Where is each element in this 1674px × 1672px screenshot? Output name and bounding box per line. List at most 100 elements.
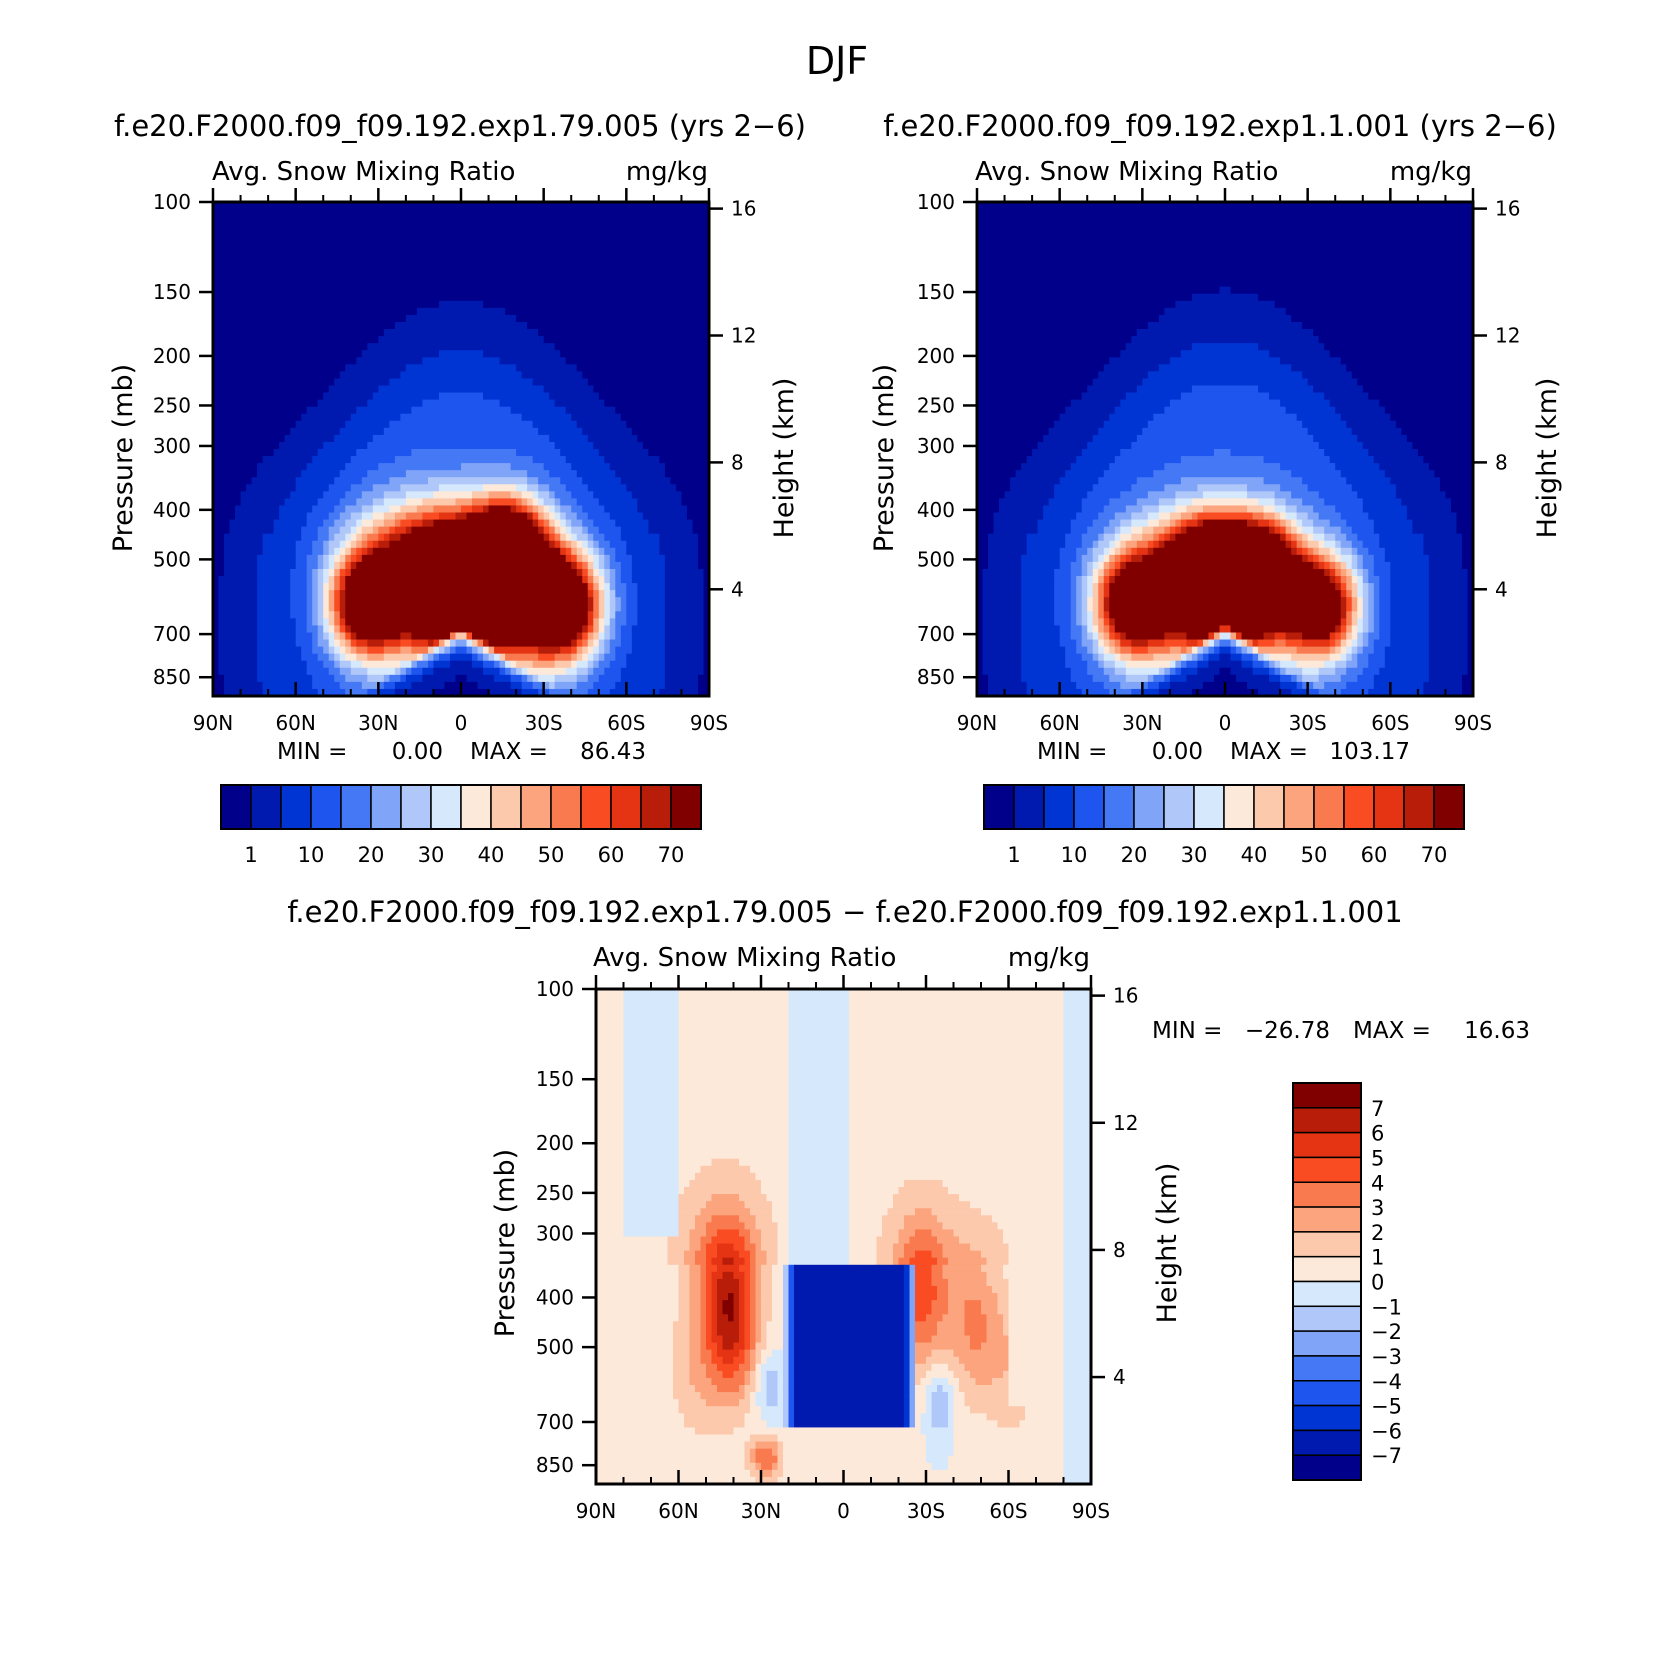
- contour-cell: [1274, 491, 1292, 499]
- min-label: MIN =: [1152, 1018, 1222, 1044]
- contour-cell: [1175, 660, 1182, 669]
- contour-cell: [1357, 434, 1408, 443]
- contour-cell: [739, 1158, 790, 1167]
- contour-cell: [904, 1286, 911, 1294]
- contour-cell: [1351, 568, 1358, 577]
- colorbar-swatch: [250, 784, 282, 830]
- contour-cell: [596, 1342, 674, 1351]
- contour-cell: [596, 1307, 680, 1315]
- contour-cell: [527, 498, 534, 507]
- contour-cell: [571, 646, 578, 655]
- contour-cell: [455, 498, 473, 507]
- contour-cell: [1070, 463, 1110, 471]
- y-tick-label: 500: [153, 547, 191, 571]
- contour-cell: [1313, 547, 1320, 556]
- contour-cell: [623, 1130, 680, 1139]
- contour-cell: [904, 1356, 911, 1365]
- contour-cell: [849, 1187, 900, 1195]
- contour-cell: [596, 996, 625, 1004]
- contour-cell: [678, 1095, 790, 1103]
- contour-cell: [706, 1229, 718, 1238]
- contour-cell: [659, 547, 699, 556]
- contour-cell: [1114, 576, 1331, 584]
- contour-cell: [794, 1420, 905, 1429]
- contour-cell: [1406, 512, 1458, 521]
- contour-cell: [750, 1250, 757, 1259]
- contour-cell: [587, 583, 594, 591]
- contour-cell: [538, 329, 710, 337]
- contour-cell: [339, 611, 346, 619]
- contour-cell: [684, 1413, 746, 1421]
- contour-cell: [788, 1229, 850, 1238]
- contour-cell: [977, 223, 1474, 231]
- contour-cell: [1313, 505, 1336, 514]
- contour-cell: [596, 1441, 746, 1450]
- contour-cell: [1445, 491, 1474, 499]
- contour-cell: [997, 1420, 1021, 1429]
- contour-cell: [761, 1264, 773, 1273]
- contour-cell: [593, 385, 710, 394]
- contour-cell: [1054, 597, 1072, 605]
- contour-cell: [849, 1215, 883, 1223]
- contour-cell: [596, 1257, 669, 1266]
- contour-cell: [931, 1335, 971, 1344]
- colorbar-label: 20: [358, 843, 385, 867]
- contour-cell: [750, 1293, 757, 1301]
- contour-cell: [1241, 639, 1248, 648]
- contour-cell: [598, 590, 605, 598]
- contour-cell: [1467, 632, 1474, 641]
- contour-cell: [1103, 611, 1110, 619]
- contour-cell: [1296, 547, 1303, 556]
- contour-cell: [926, 1385, 938, 1393]
- contour-cell: [1362, 441, 1413, 450]
- contour-cell: [948, 1420, 955, 1429]
- contour-cell: [596, 1278, 680, 1287]
- contour-cell: [1070, 399, 1121, 408]
- contour-cell: [999, 505, 1044, 514]
- contour-cell: [739, 1363, 751, 1372]
- contour-cell: [637, 590, 666, 598]
- colorbar-swatch: [580, 784, 612, 830]
- contour-cell: [472, 646, 479, 655]
- contour-cell: [794, 1278, 905, 1287]
- contour-cell: [794, 1342, 905, 1351]
- contour-cell: [664, 470, 710, 478]
- contour-cell: [1147, 519, 1160, 528]
- y-right-tick-label: 4: [1113, 1365, 1126, 1389]
- contour-cell: [372, 505, 390, 514]
- contour-cell: [794, 1271, 905, 1280]
- contour-cell: [904, 1328, 911, 1337]
- contour-cell: [788, 1392, 795, 1400]
- contour-cell: [571, 505, 583, 514]
- contour-cell: [1373, 646, 1386, 655]
- contour-cell: [739, 1385, 746, 1393]
- contour-cell: [982, 583, 1022, 591]
- contour-cell: [587, 378, 710, 387]
- contour-cell: [750, 1321, 757, 1330]
- contour-cell: [1412, 519, 1458, 528]
- contour-cell: [703, 583, 710, 591]
- contour-cell: [1081, 590, 1088, 598]
- colorbar-label: 50: [538, 843, 565, 867]
- contour-cell: [1340, 413, 1391, 422]
- contour-cell: [257, 583, 291, 591]
- contour-cell: [565, 456, 605, 464]
- contour-cell: [692, 519, 710, 528]
- contour-cell: [571, 533, 578, 542]
- contour-cell: [213, 202, 710, 210]
- contour-cell: [596, 1201, 625, 1209]
- contour-cell: [1063, 1116, 1092, 1124]
- contour-cell: [213, 420, 297, 429]
- contour-cell: [794, 1349, 905, 1358]
- contour-cell: [689, 1300, 702, 1308]
- y-axis-right-label: Height (km): [769, 378, 800, 539]
- contour-cell: [596, 1455, 746, 1464]
- contour-cell: [1026, 681, 1077, 690]
- contour-cell: [1136, 434, 1314, 443]
- contour-cell: [703, 590, 710, 598]
- contour-cell: [1087, 526, 1105, 535]
- contour-cell: [1335, 639, 1342, 648]
- contour-cell: [909, 1293, 916, 1301]
- x-tick-label: 0: [837, 1499, 850, 1523]
- contour-cell: [1063, 1003, 1092, 1011]
